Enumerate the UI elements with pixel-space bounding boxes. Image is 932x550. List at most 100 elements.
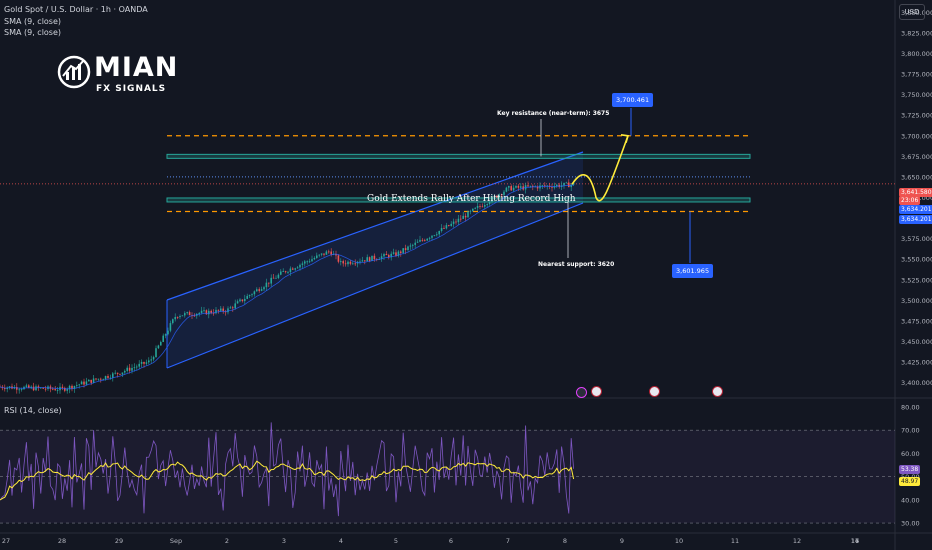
candle-body <box>496 195 498 198</box>
candle-body <box>570 184 572 188</box>
candle-body <box>241 299 244 302</box>
candle-body <box>472 208 474 211</box>
event-us-flag-icon[interactable] <box>649 386 660 397</box>
candle-body <box>198 312 200 314</box>
candle-body <box>90 379 92 383</box>
time-tick-label: 28 <box>58 537 66 545</box>
candle-body <box>450 223 452 226</box>
candle-body <box>330 251 332 255</box>
candle-body <box>426 238 428 241</box>
current-price-tag: 3,641.580 <box>899 188 932 197</box>
candle-body <box>253 291 256 295</box>
candle-body <box>92 378 95 383</box>
time-tick-label: 4 <box>339 537 343 545</box>
event-us-flag-icon[interactable] <box>712 386 723 397</box>
candle-body <box>37 386 40 388</box>
price-tick-label: 3,550.000 <box>901 256 932 264</box>
candle-body <box>265 282 268 288</box>
candle-body <box>119 373 121 375</box>
candle-body <box>100 378 102 380</box>
candle-body <box>354 263 356 265</box>
candle-body <box>452 221 455 224</box>
candle-body <box>392 252 395 254</box>
event-lightning-icon[interactable] <box>576 387 587 398</box>
logo-subtitle: FX SIGNALS <box>96 84 167 94</box>
candle-body <box>289 268 292 272</box>
candle-body <box>572 183 575 185</box>
chart-title: Gold Spot / U.S. Dollar · 1h · OANDA <box>4 5 148 14</box>
candle-body <box>397 251 400 256</box>
candle-body <box>551 186 553 188</box>
candle-body <box>8 386 11 388</box>
candle-body <box>366 257 368 262</box>
candle-body <box>229 307 232 309</box>
rsi-tick-label: 40.00 <box>901 496 920 504</box>
candle-body <box>491 196 493 203</box>
time-tick-label: 9 <box>620 537 624 545</box>
candle-body <box>325 251 328 255</box>
rsi-ma-value-tag: 48.97 <box>899 477 921 486</box>
candle-body <box>128 367 131 371</box>
candle-body <box>412 244 414 246</box>
rsi-ma-line <box>0 460 575 501</box>
target-down-box: 3,601.965 <box>672 264 714 278</box>
price-tick-label: 3,450.000 <box>901 338 932 346</box>
candle-body <box>71 385 73 389</box>
price-tick-label: 3,650.000 <box>901 173 932 181</box>
candle-body <box>457 218 460 223</box>
rsi-value-tag: 53.38 <box>899 465 921 474</box>
candle-body <box>438 230 440 235</box>
candle-body <box>52 388 54 390</box>
resistance-callout: Key resistance (near-term): 3675 <box>493 108 614 119</box>
candle-body <box>515 185 517 188</box>
candle-body <box>503 191 505 195</box>
candle-body <box>460 218 462 220</box>
indicator-sma-2[interactable]: SMA (9, close) <box>4 28 62 37</box>
candle-body <box>232 307 234 309</box>
candle-body <box>208 310 210 315</box>
candle-body <box>277 274 280 278</box>
support-zone <box>166 197 751 203</box>
candle-body <box>433 235 436 236</box>
candle-body <box>284 271 287 273</box>
candle-body <box>239 299 241 302</box>
time-tick-label: 17 <box>851 537 859 545</box>
rsi-line <box>0 422 574 517</box>
currency-button[interactable]: USD <box>899 4 925 20</box>
candle-body <box>404 248 407 251</box>
candle-body <box>428 237 431 239</box>
rsi-indicator-label[interactable]: RSI (14, close) <box>4 406 62 415</box>
candle-body <box>136 366 138 368</box>
time-tick-label: 14 <box>851 537 859 545</box>
price-tick-label: 3,725.000 <box>901 112 932 120</box>
candle-body <box>508 186 510 188</box>
time-tick-label: Sep <box>170 537 182 545</box>
candle-body <box>448 225 450 226</box>
logo-icon <box>57 55 91 89</box>
candle-body <box>145 362 148 364</box>
candle-body <box>349 261 352 264</box>
time-tick-label: 2 <box>225 537 229 545</box>
candle-body <box>28 385 30 388</box>
candle-body <box>220 308 222 311</box>
candle-body <box>184 313 186 316</box>
price-tick-label: 3,475.000 <box>901 317 932 325</box>
candle-body <box>313 257 316 260</box>
candle-body <box>383 254 385 257</box>
candle-body <box>287 271 289 273</box>
candle-body <box>40 387 42 389</box>
forecast-arrowhead <box>620 133 630 144</box>
candle-body <box>510 186 512 191</box>
candle-body <box>352 263 354 265</box>
candle-body <box>95 378 97 380</box>
time-tick-label: 6 <box>449 537 453 545</box>
indicator-sma-1[interactable]: SMA (9, close) <box>4 17 62 26</box>
price-tick-label: 3,750.000 <box>901 91 932 99</box>
candle-body <box>368 257 371 262</box>
candle-body <box>311 259 313 262</box>
candle-body <box>424 240 426 242</box>
sma-price-tag-2: 3,634.201 <box>899 215 932 224</box>
time-tick-label: 7 <box>506 537 510 545</box>
event-us-flag-icon[interactable] <box>591 386 602 397</box>
